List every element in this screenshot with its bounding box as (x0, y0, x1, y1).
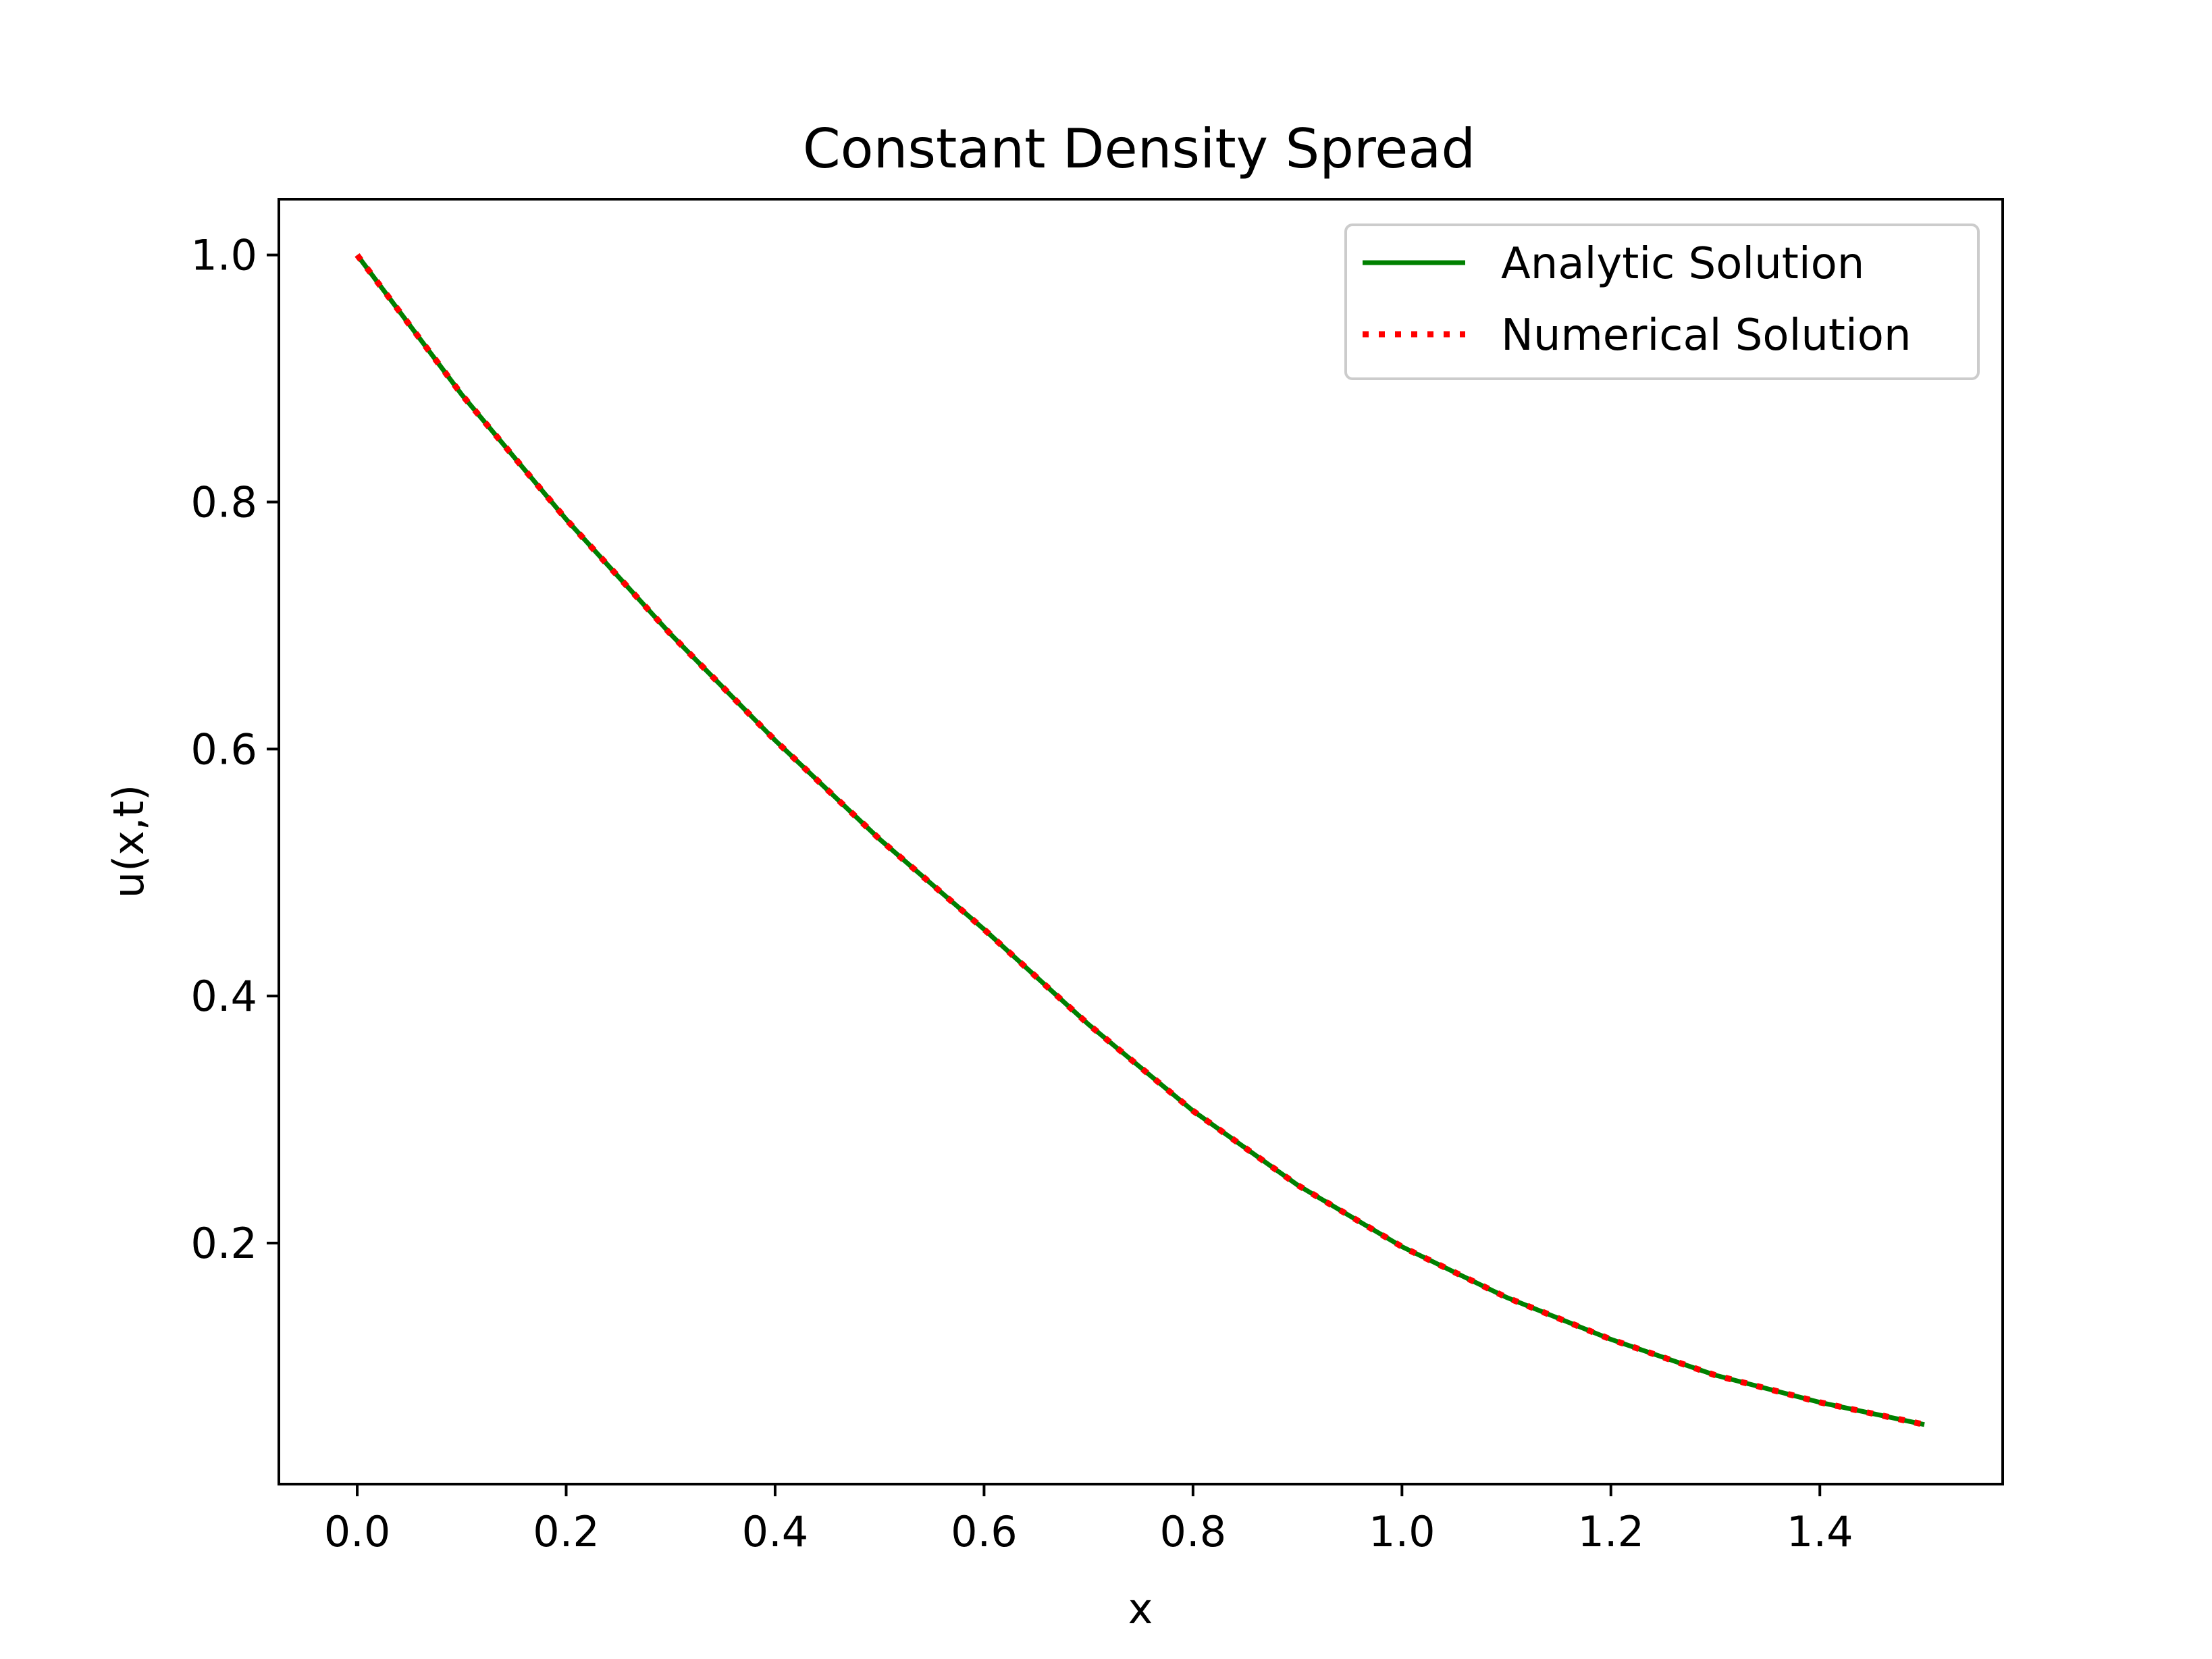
y-axis-label: u(x,t) (104, 785, 153, 898)
x-tick-label: 0.0 (324, 1507, 391, 1556)
y-tick-label: 0.8 (190, 477, 257, 527)
x-tick-label: 0.4 (742, 1507, 809, 1556)
legend-label-analytic: Analytic Solution (1501, 239, 1864, 289)
legend-box (1344, 223, 1980, 380)
x-tick-label: 0.6 (951, 1507, 1018, 1556)
chart-title: Constant Density Spread (803, 117, 1475, 180)
x-tick-label: 1.0 (1369, 1507, 1436, 1556)
x-tick-label: 0.8 (1160, 1507, 1227, 1556)
x-tick-label: 1.2 (1577, 1507, 1644, 1556)
series-layer (354, 253, 1925, 1428)
x-tick-label: 1.4 (1787, 1507, 1853, 1556)
y-tick-label: 0.2 (190, 1219, 257, 1268)
y-axis-ticks: 0.2 0.4 0.6 0.8 1.0 (190, 231, 279, 1268)
legend-label-numerical: Numerical Solution (1501, 311, 1912, 361)
y-tick-label: 0.6 (190, 725, 257, 774)
plot-area (278, 198, 2004, 1485)
x-axis-ticks: 0.0 0.2 0.4 0.6 0.8 1.0 1.2 1.4 (324, 1484, 1853, 1556)
legend: Analytic Solution Numerical Solution (1344, 223, 1980, 380)
y-tick-label: 1.0 (190, 231, 257, 280)
x-axis-label: x (1128, 1584, 1153, 1633)
x-tick-label: 0.2 (533, 1507, 600, 1556)
y-tick-label: 0.4 (190, 972, 257, 1021)
plot-background (279, 199, 2003, 1484)
series-line-analytic (355, 253, 1925, 1427)
plot-frame (278, 198, 2004, 1485)
